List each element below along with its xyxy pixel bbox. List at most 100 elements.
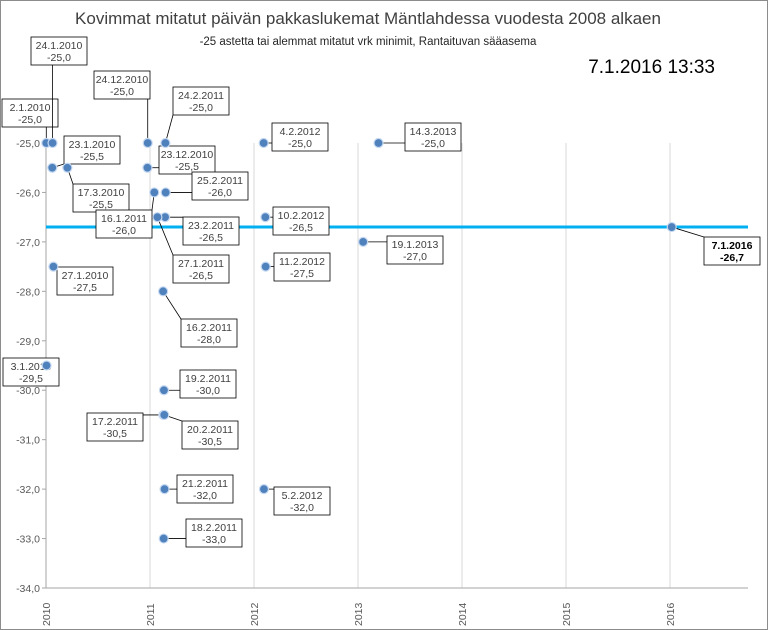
data-label-box xyxy=(404,122,462,152)
data-label: 21.2.2011 -32,0 xyxy=(182,478,228,502)
data-labels: 2.1.2010 -25,0 3.1.2010 -29,5 23.1.2010 -25,5… xyxy=(1,36,761,548)
data-label: 19.1.2013 -27,0 xyxy=(392,239,439,263)
data-point xyxy=(358,236,369,247)
data-point xyxy=(62,162,73,173)
data-label-box xyxy=(158,145,216,175)
data-label-box xyxy=(185,518,243,548)
data-label: 14.3.2013 -25,0 xyxy=(410,126,457,150)
x-tick-label: 2010 xyxy=(41,602,53,626)
data-label-box xyxy=(180,318,238,348)
data-label: 5.2.2012 -32,0 xyxy=(282,490,323,514)
data-label-box xyxy=(273,252,331,282)
data-label-box xyxy=(191,171,249,201)
x-tick-label: 2012 xyxy=(249,602,261,626)
label-leader-line xyxy=(157,217,174,256)
data-point xyxy=(41,360,52,371)
timestamp-label: 7.1.2016 13:33 xyxy=(588,57,715,78)
data-label: 3.1.2010 -29,5 xyxy=(11,361,52,385)
data-label: 16.2.2011 -28,0 xyxy=(186,322,232,346)
data-point xyxy=(48,261,59,272)
data-label: 27.1.2011 -26,5 xyxy=(178,258,224,282)
data-points xyxy=(41,137,677,544)
y-tick-label: -29,0 xyxy=(16,336,40,348)
data-point xyxy=(47,162,58,173)
data-point xyxy=(666,221,677,233)
data-label-box xyxy=(176,474,234,504)
data-point xyxy=(158,385,170,396)
y-tick-label: -31,0 xyxy=(16,435,40,447)
x-tick-label: 2014 xyxy=(457,602,469,626)
data-label-box xyxy=(182,216,240,246)
data-point xyxy=(160,137,171,149)
data-label: 20.2.2011 -30,5 xyxy=(187,424,233,448)
data-point xyxy=(158,286,169,297)
chart-title: Kovimmat mitatut päivän pakkaslukemat Mä… xyxy=(75,9,661,28)
data-label-box xyxy=(30,36,88,66)
data-point xyxy=(159,409,170,421)
data-point xyxy=(258,484,270,495)
x-tick-label: 2015 xyxy=(561,602,573,626)
data-label-box xyxy=(703,236,761,266)
label-leader-line xyxy=(671,226,705,238)
data-label-box xyxy=(93,70,151,100)
data-label-box xyxy=(273,486,331,516)
data-label: 17.3.2010 -25,5 xyxy=(78,187,125,211)
data-label: 4.2.2012 -25,0 xyxy=(280,126,321,150)
data-label-box xyxy=(63,135,121,165)
x-tick-label: 2013 xyxy=(353,602,365,626)
data-point xyxy=(149,187,160,198)
data-point xyxy=(47,137,58,149)
x-tick-label: 2016 xyxy=(665,602,677,626)
y-tick-label: -27,0 xyxy=(16,237,40,249)
data-label: 11.2.2012 -27,5 xyxy=(279,256,325,280)
data-label: 24.2.2011 -25,0 xyxy=(178,90,224,114)
data-label-box xyxy=(1,98,59,128)
data-point xyxy=(142,137,153,149)
data-label-box xyxy=(181,420,239,450)
data-label: 19.2.2011 -30,0 xyxy=(185,373,231,397)
data-label-box xyxy=(86,412,144,442)
label-leader-line xyxy=(162,291,182,320)
data-label-box xyxy=(172,254,230,284)
x-tick-label: 2011 xyxy=(145,603,157,626)
data-label-box xyxy=(56,266,114,296)
data-label: 10.2.2012 -26,5 xyxy=(278,210,325,234)
y-tick-label: -30,0 xyxy=(16,385,40,397)
data-label-box xyxy=(172,86,230,116)
data-point xyxy=(373,137,384,149)
data-label: 24.1.2010 -25,0 xyxy=(36,40,83,64)
y-tick-label: -26,0 xyxy=(16,187,40,199)
data-label: 25.2.2011 -26,0 xyxy=(197,175,243,199)
data-label: 18.2.2011 -33,0 xyxy=(191,522,237,546)
data-label: 24.12.2010 -25,0 xyxy=(96,74,149,98)
y-tick-label: -33,0 xyxy=(16,534,40,546)
y-tick-label: -25,0 xyxy=(16,138,40,150)
data-point xyxy=(152,212,163,223)
y-tick-label: -34,0 xyxy=(16,583,40,595)
data-label-box xyxy=(272,206,330,236)
data-label-box xyxy=(179,369,237,399)
data-label: 16.1.2011 -26,0 xyxy=(101,213,147,237)
y-tick-label: -28,0 xyxy=(16,286,40,298)
chart-subtitle: -25 astetta tai alemmat mitatut vrk mini… xyxy=(199,36,537,48)
data-label-box xyxy=(386,235,444,265)
data-label: 23.2.2011 -26,5 xyxy=(188,220,234,244)
data-point xyxy=(260,212,271,223)
data-point xyxy=(158,533,169,544)
data-label: 17.2.2011 -30,5 xyxy=(92,416,138,440)
data-label: 2.1.2010 -25,0 xyxy=(10,102,51,126)
data-label: 27.1.2010 -27,5 xyxy=(62,270,109,294)
y-tick-label: -32,0 xyxy=(16,484,40,496)
data-label: 23.12.2010 -25,5 xyxy=(161,149,214,173)
data-label-box xyxy=(271,122,329,152)
data-point xyxy=(160,187,171,198)
data-label-box xyxy=(95,209,153,239)
data-point xyxy=(159,484,170,495)
data-point xyxy=(260,261,271,272)
data-point xyxy=(142,162,153,173)
data-label: 23.1.2010 -25,5 xyxy=(69,139,116,163)
data-label: 7.1.2016 -26,7 xyxy=(712,240,753,264)
data-point xyxy=(258,137,269,149)
